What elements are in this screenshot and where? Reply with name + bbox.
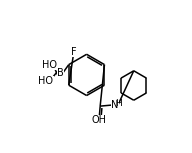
Text: H: H	[115, 99, 122, 108]
Text: N: N	[111, 100, 119, 110]
Text: F: F	[71, 47, 77, 57]
Text: HO: HO	[38, 76, 54, 86]
Text: HO: HO	[42, 60, 57, 70]
Text: B: B	[57, 68, 64, 78]
Text: OH: OH	[92, 115, 107, 125]
